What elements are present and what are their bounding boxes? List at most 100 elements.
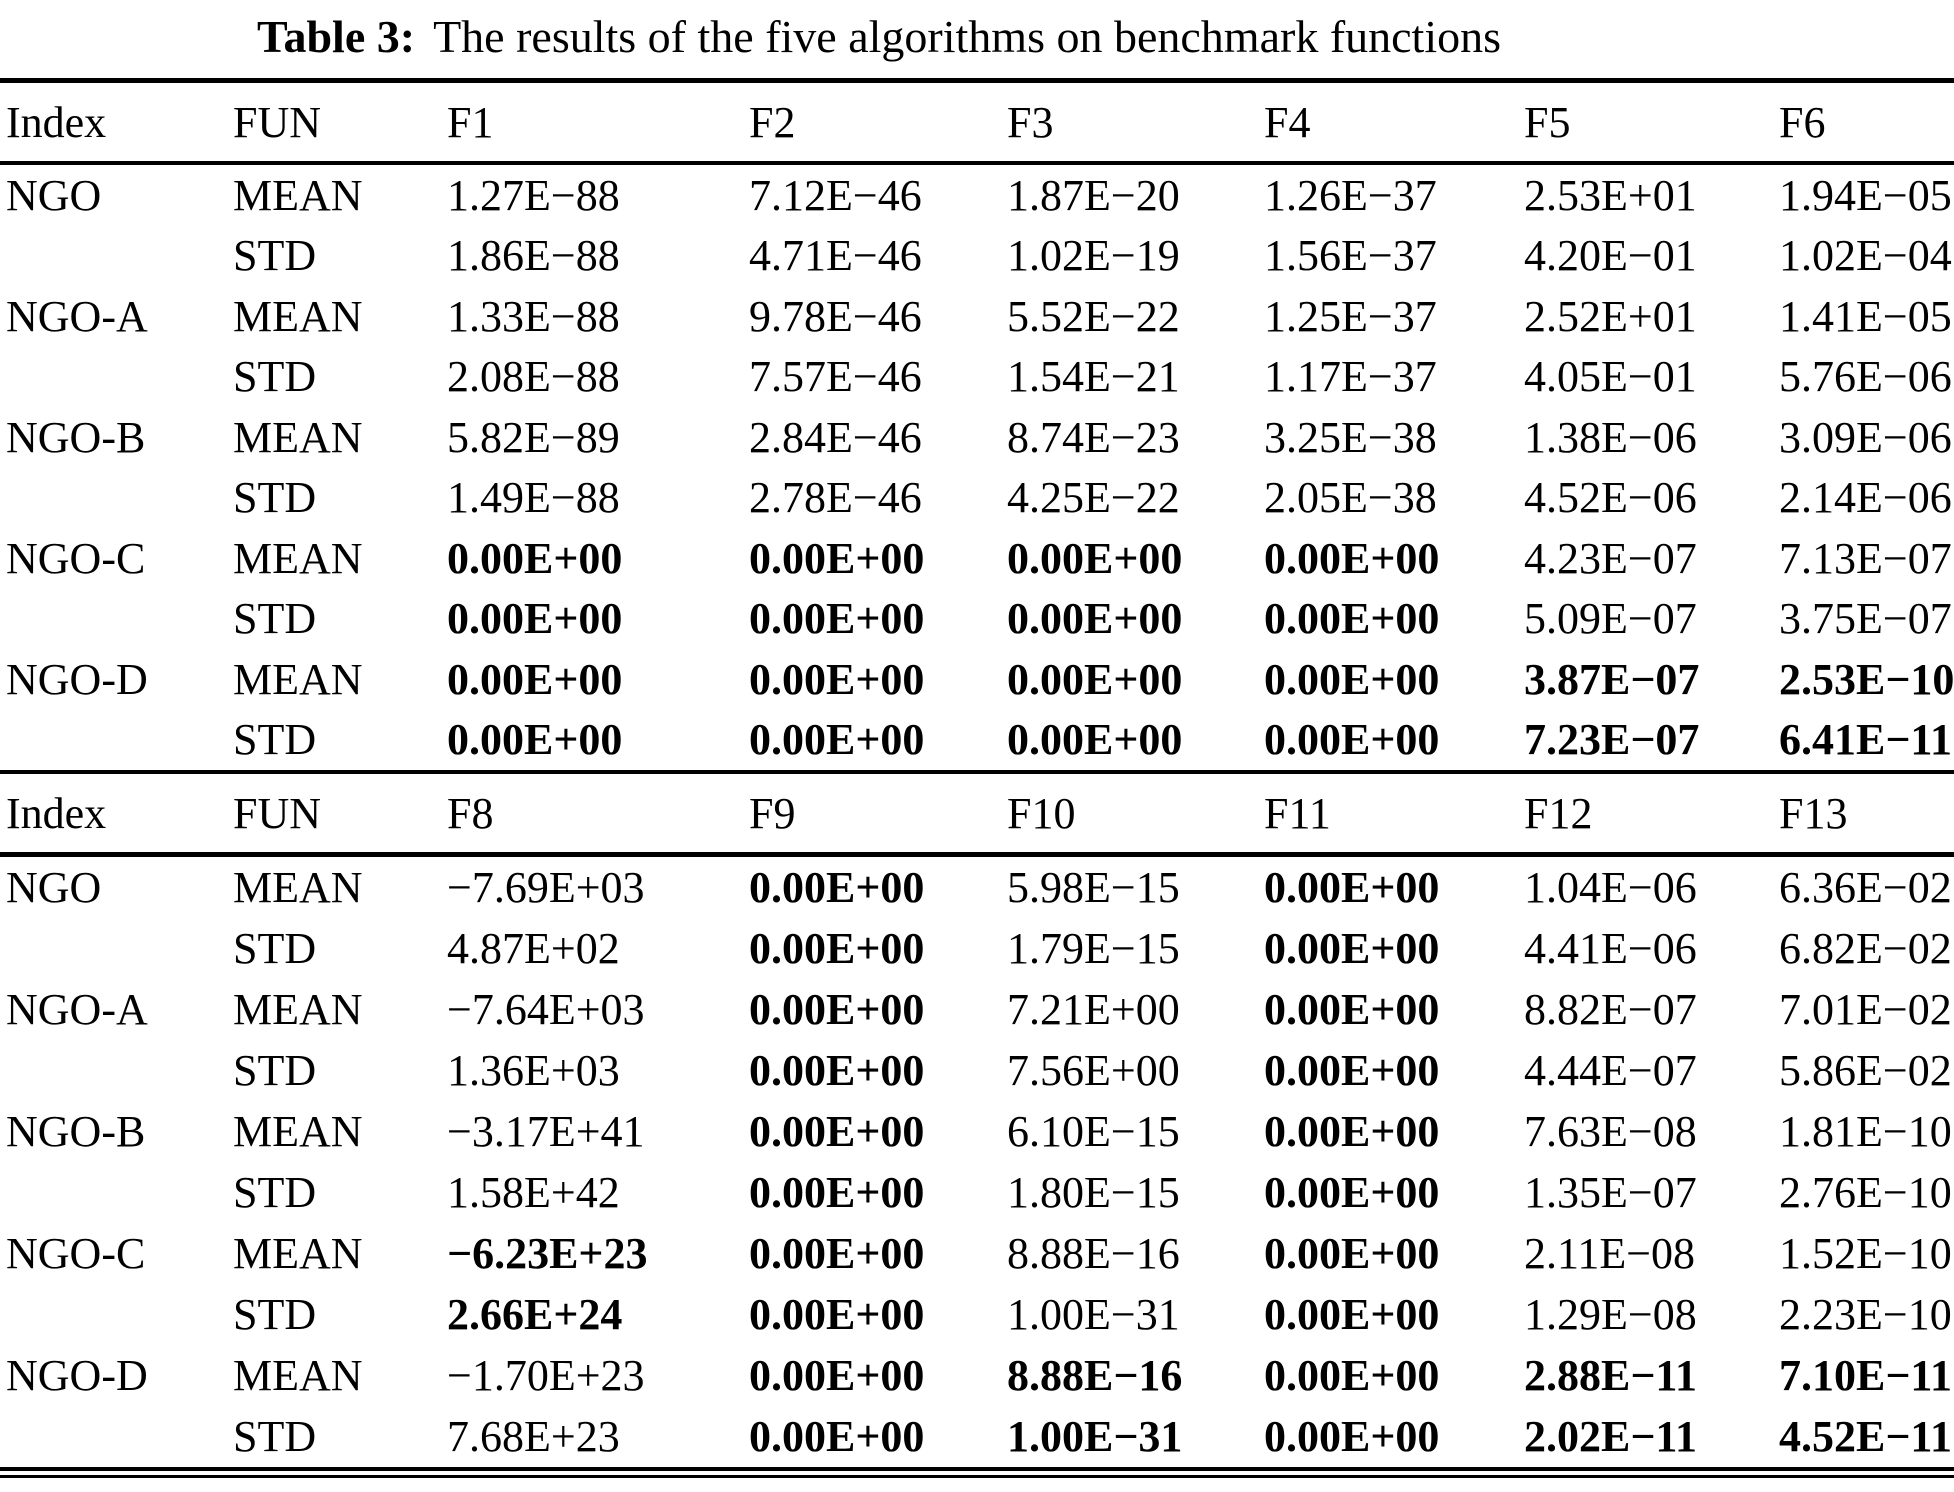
- row-fun-label: MEAN: [233, 291, 363, 341]
- cell-value: 1.94E−05: [1779, 170, 1952, 220]
- row-fun-label: STD: [233, 352, 317, 402]
- cell-value: 0.00E+00: [1264, 1229, 1440, 1278]
- cell-value: 5.86E−02: [1779, 1046, 1952, 1095]
- cell-value: 1.35E−07: [1524, 1168, 1697, 1217]
- cell-value: 7.10E−11: [1779, 1351, 1952, 1400]
- cell-value: 4.23E−07: [1524, 533, 1697, 583]
- cell-value: 0.00E+00: [1264, 924, 1440, 973]
- cell-value: 9.78E−46: [749, 291, 922, 341]
- column-header: F9: [749, 788, 796, 838]
- row-fun-label: MEAN: [233, 170, 363, 220]
- row-fun-label: STD: [233, 1168, 317, 1217]
- cell-value: 8.88E−16: [1007, 1229, 1180, 1278]
- cell-value: 2.23E−10: [1779, 1290, 1952, 1339]
- cell-value: 2.84E−46: [749, 412, 922, 462]
- cell-value: 2.76E−10: [1779, 1168, 1952, 1217]
- column-header: F8: [447, 788, 494, 838]
- cell-value: 1.27E−88: [447, 170, 620, 220]
- row-index-label: NGO: [6, 863, 102, 912]
- row-fun-label: STD: [233, 473, 317, 523]
- cell-value: 4.71E−46: [749, 231, 922, 281]
- header-rule-1: [0, 161, 1954, 165]
- cell-value: 1.00E−31: [1007, 1412, 1183, 1461]
- column-header: F10: [1007, 788, 1076, 838]
- cell-value: 0.00E+00: [749, 1168, 925, 1217]
- bottom-double-rule: [0, 1467, 1954, 1478]
- row-fun-label: MEAN: [233, 1107, 363, 1156]
- header-row-1: Index FUN F1 F2 F3 F4 F5 F6: [0, 83, 1954, 161]
- cell-value: 1.87E−20: [1007, 170, 1180, 220]
- cell-value: 0.00E+00: [447, 594, 623, 644]
- cell-value: 0.00E+00: [749, 924, 925, 973]
- section-divider-rule: [0, 770, 1954, 774]
- cell-value: 1.56E−37: [1264, 231, 1437, 281]
- cell-value: 0.00E+00: [1264, 1046, 1440, 1095]
- cell-value: 1.41E−05: [1779, 291, 1952, 341]
- cell-value: 0.00E+00: [1264, 654, 1440, 704]
- cell-value: 0.00E+00: [1264, 985, 1440, 1034]
- cell-value: 6.36E−02: [1779, 863, 1952, 912]
- cell-value: 1.81E−10: [1779, 1107, 1952, 1156]
- cell-value: 6.10E−15: [1007, 1107, 1180, 1156]
- cell-value: 0.00E+00: [749, 863, 925, 912]
- cell-value: 1.29E−08: [1524, 1290, 1697, 1339]
- column-header: FUN: [233, 97, 322, 147]
- row-fun-label: MEAN: [233, 1229, 363, 1278]
- column-header: FUN: [233, 788, 322, 838]
- cell-value: 0.00E+00: [1007, 594, 1183, 644]
- cell-value: 2.53E−10: [1779, 654, 1954, 704]
- cell-value: 4.05E−01: [1524, 352, 1697, 402]
- cell-value: 1.17E−37: [1264, 352, 1437, 402]
- cell-value: 1.49E−88: [447, 473, 620, 523]
- cell-value: 4.41E−06: [1524, 924, 1697, 973]
- cell-value: 0.00E+00: [1264, 1351, 1440, 1400]
- header-row-2: Index FUN F8 F9 F10 F11 F12 F13: [0, 774, 1954, 852]
- cell-value: 0.00E+00: [1007, 715, 1183, 765]
- cell-value: 5.76E−06: [1779, 352, 1952, 402]
- cell-value: 0.00E+00: [1264, 1290, 1440, 1339]
- cell-value: 0.00E+00: [749, 1351, 925, 1400]
- table-row: NGO-A MEAN 1.33E−88 9.78E−46 5.52E−22 1.25E−3…: [0, 286, 1954, 347]
- cell-value: 0.00E+00: [749, 1229, 925, 1278]
- cell-value: 0.00E+00: [447, 715, 623, 765]
- row-index-label: NGO-A: [6, 291, 148, 341]
- cell-value: 7.12E−46: [749, 170, 922, 220]
- cell-value: 0.00E+00: [749, 594, 925, 644]
- cell-value: 1.80E−15: [1007, 1168, 1180, 1217]
- cell-value: 2.52E+01: [1524, 291, 1697, 341]
- cell-value: 0.00E+00: [749, 1046, 925, 1095]
- row-fun-label: MEAN: [233, 654, 363, 704]
- cell-value: 7.13E−07: [1779, 533, 1952, 583]
- cell-value: 2.14E−06: [1779, 473, 1952, 523]
- cell-value: 5.09E−07: [1524, 594, 1697, 644]
- cell-value: 0.00E+00: [1264, 594, 1440, 644]
- cell-value: −3.17E+41: [447, 1107, 645, 1156]
- cell-value: 0.00E+00: [749, 985, 925, 1034]
- cell-value: 0.00E+00: [1007, 533, 1183, 583]
- cell-value: 2.53E+01: [1524, 170, 1697, 220]
- cell-value: 2.02E−11: [1524, 1412, 1697, 1461]
- table-row: NGO MEAN 1.27E−88 7.12E−46 1.87E−20 1.26E−37 2…: [0, 165, 1954, 226]
- row-fun-label: STD: [233, 1290, 317, 1339]
- cell-value: 5.52E−22: [1007, 291, 1180, 341]
- cell-value: 0.00E+00: [447, 533, 623, 583]
- cell-value: 2.88E−11: [1524, 1351, 1697, 1400]
- cell-value: −1.70E+23: [447, 1351, 645, 1400]
- cell-value: 4.87E+02: [447, 924, 620, 973]
- cell-value: 0.00E+00: [749, 1107, 925, 1156]
- table-caption-label: Table 3:: [257, 11, 416, 62]
- cell-value: 7.21E+00: [1007, 985, 1180, 1034]
- cell-value: 4.52E−06: [1524, 473, 1697, 523]
- table-row: STD 7.68E+23 0.00E+00 1.00E−31 0.00E+00 2.02E…: [0, 1406, 1954, 1467]
- column-header: Index: [6, 788, 107, 838]
- cell-value: 7.23E−07: [1524, 715, 1700, 765]
- table-row: STD 4.87E+02 0.00E+00 1.79E−15 0.00E+00 4.41E…: [0, 918, 1954, 979]
- cell-value: 0.00E+00: [1264, 1107, 1440, 1156]
- row-fun-label: MEAN: [233, 1351, 363, 1400]
- row-index-label: NGO-B: [6, 412, 146, 462]
- cell-value: 1.79E−15: [1007, 924, 1180, 973]
- cell-value: 0.00E+00: [447, 654, 623, 704]
- table-row: STD 2.08E−88 7.57E−46 1.54E−21 1.17E−37 4.05E…: [0, 347, 1954, 408]
- cell-value: 4.52E−11: [1779, 1412, 1952, 1461]
- cell-value: 2.05E−38: [1264, 473, 1437, 523]
